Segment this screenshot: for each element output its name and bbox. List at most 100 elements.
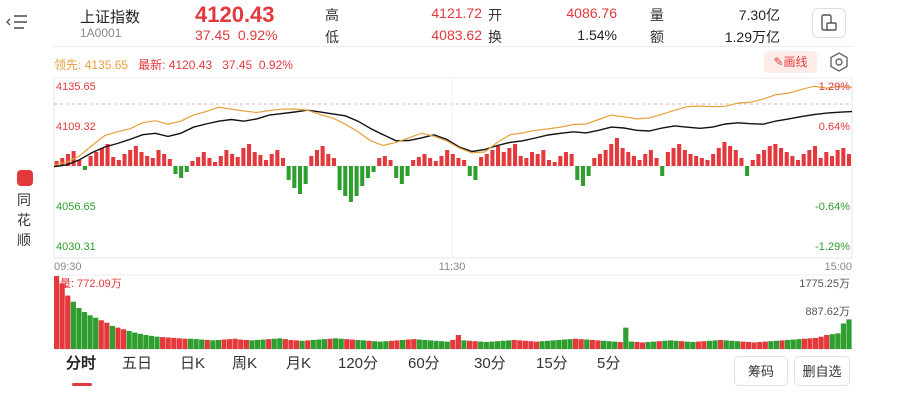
breadth-bar <box>326 154 331 166</box>
breadth-bar <box>320 146 325 166</box>
volume-bar <box>807 338 813 349</box>
price-line-0 <box>53 109 853 168</box>
volume-bar <box>589 339 595 349</box>
breadth-bar <box>626 152 631 166</box>
stat-label: 高 <box>325 7 339 23</box>
chips-button[interactable]: 筹码 <box>734 356 788 386</box>
pencil-icon: ✎ <box>773 55 784 69</box>
draw-line-button[interactable]: ✎画线 <box>764 51 817 73</box>
pct-tick-label: 1.29% <box>819 81 850 93</box>
breadth-bar <box>490 150 495 166</box>
breadth-bar <box>733 150 738 166</box>
tab-9[interactable]: 5分 <box>597 355 621 372</box>
tab-6[interactable]: 60分 <box>408 355 440 372</box>
volume-bar <box>740 341 746 349</box>
breadth-bar <box>796 160 801 166</box>
breadth-bar <box>94 152 99 166</box>
volume-bar <box>165 337 171 349</box>
tab-2[interactable]: 日K <box>180 355 206 372</box>
breadth-bar <box>230 154 235 166</box>
tab-7[interactable]: 30分 <box>474 355 506 372</box>
volume-bar <box>333 338 339 349</box>
breadth-bar <box>264 160 269 166</box>
breadth-bar <box>665 152 670 166</box>
volume-bar <box>254 339 261 349</box>
breadth-bar <box>501 152 506 166</box>
volume-bar <box>394 340 400 349</box>
tab-4[interactable]: 月K <box>286 355 312 372</box>
latest-change: 37.45 <box>222 58 253 72</box>
breadth-bar <box>54 161 59 166</box>
volume-bar <box>450 339 456 349</box>
volume-bar <box>349 339 355 349</box>
breadth-bar <box>241 148 246 166</box>
volume-bar <box>684 341 690 349</box>
breadth-bar <box>597 154 602 166</box>
volume-bar <box>193 339 199 349</box>
volume-bar <box>667 340 674 349</box>
breadth-bar <box>201 152 206 166</box>
breadth-bar <box>405 166 410 176</box>
breadth-bar <box>275 150 280 166</box>
lead-label: 领先: <box>54 58 82 72</box>
volume-bar <box>160 337 166 349</box>
volume-bar <box>305 340 311 349</box>
volume-bar <box>221 339 227 349</box>
tab-1[interactable]: 五日 <box>122 355 153 372</box>
breadth-bar <box>671 148 676 166</box>
volume-bar <box>706 340 713 349</box>
volume-bar <box>383 341 389 349</box>
lead-value: 4135.65 <box>84 58 129 72</box>
price-tick-label: 4109.32 <box>56 121 96 133</box>
index-code: 1A0001 <box>80 26 122 40</box>
volume-bar <box>617 342 623 349</box>
breadth-bar <box>377 158 382 166</box>
tab-8[interactable]: 15分 <box>536 355 568 372</box>
breadth-bar <box>65 154 70 166</box>
volume-bar <box>539 341 545 349</box>
breadth-bar <box>433 161 438 166</box>
breadth-bar <box>247 144 252 166</box>
volume-bar <box>87 315 93 349</box>
intraday-chart[interactable]: 4135.65 4109.32 4056.65 4030.31 1.29% 0.64% -0… <box>0 0 900 352</box>
volume-tick-label: 1775.25万 <box>799 278 850 290</box>
menu-icon[interactable] <box>5 10 35 36</box>
breadth-bar <box>235 157 240 166</box>
breadth-bar <box>150 158 155 166</box>
header-divider <box>52 46 854 47</box>
breadth-bar <box>213 162 218 166</box>
breadth-bar <box>77 160 82 166</box>
breadth-bar <box>252 152 257 166</box>
tab-3[interactable]: 周K <box>232 355 258 372</box>
landscape-toggle-button[interactable] <box>812 8 846 38</box>
time-tick-label: 09:30 <box>54 261 82 273</box>
volume-bar <box>316 339 322 349</box>
volume-bar <box>651 341 657 349</box>
tab-0[interactable]: 分时 <box>66 355 97 372</box>
volume-bar <box>634 342 640 349</box>
tab-5[interactable]: 120分 <box>338 355 379 372</box>
volume-bar <box>690 342 696 349</box>
breadth-bar <box>688 154 693 166</box>
breadth-bar <box>337 166 342 190</box>
breadth-bar <box>677 144 682 166</box>
breadth-bar <box>586 166 591 176</box>
volume-bar <box>143 335 149 349</box>
volume-bar <box>762 341 768 349</box>
breadth-bar <box>292 166 297 188</box>
breadth-bar <box>360 166 365 186</box>
volume-bar <box>695 341 701 349</box>
remove-watchlist-button[interactable]: 删自选 <box>794 356 850 386</box>
breadth-bar <box>756 154 761 166</box>
volume-bar <box>455 335 461 349</box>
volume-bar <box>768 341 774 349</box>
volume-bar <box>679 341 685 349</box>
breadth-bar <box>563 152 569 166</box>
volume-bar <box>271 338 277 349</box>
volume-bar <box>171 337 177 349</box>
breadth-bar <box>196 157 201 166</box>
breadth-bar <box>280 158 286 166</box>
volume-bar <box>606 341 612 349</box>
app-vertical-label: 同花顺 <box>17 192 31 248</box>
settings-button[interactable] <box>828 51 850 73</box>
